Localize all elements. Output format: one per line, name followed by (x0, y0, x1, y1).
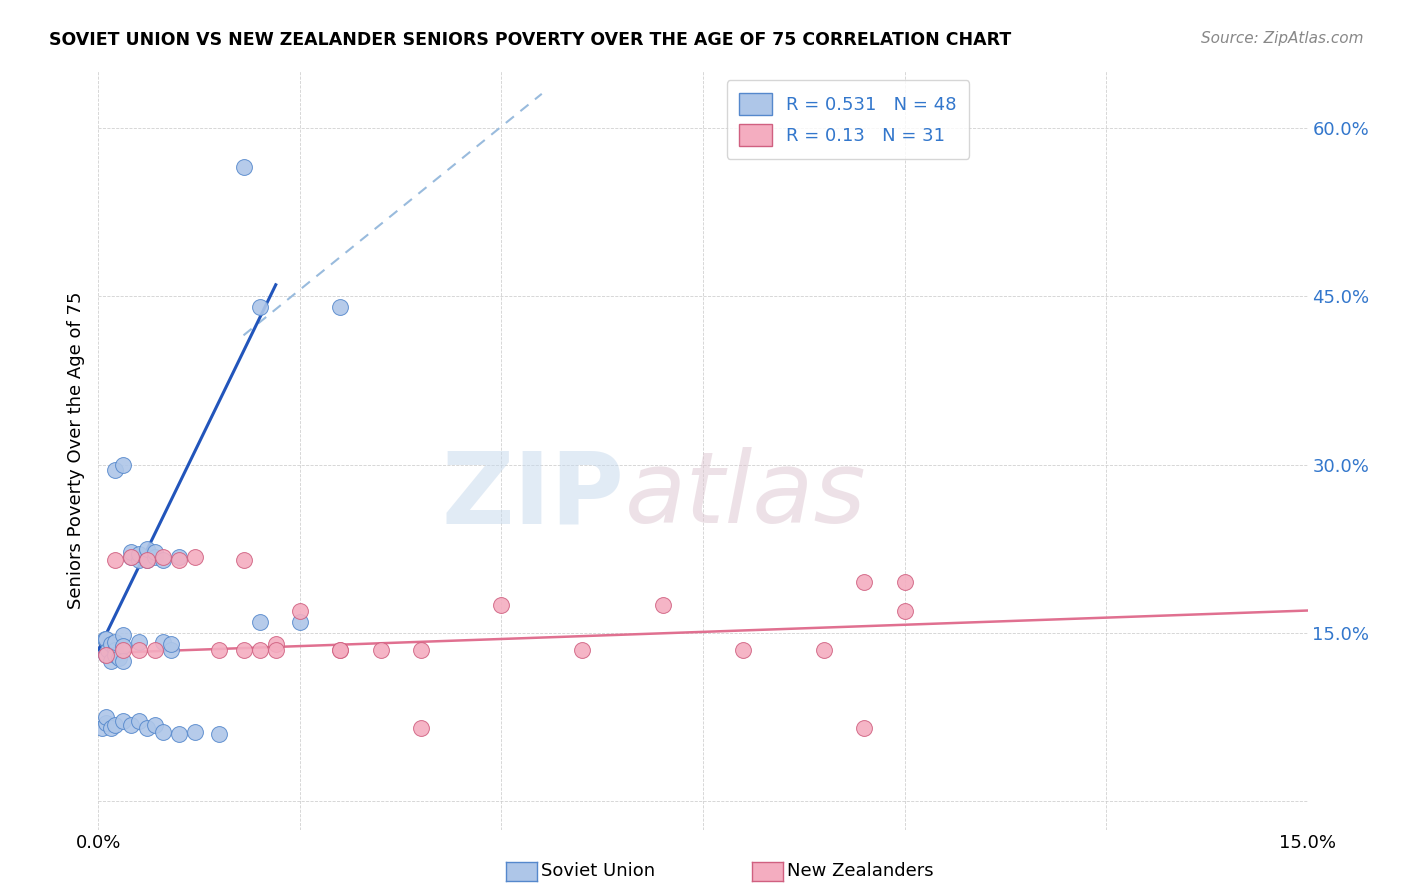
Point (111, 640, 134, 654)
Legend: R = 0.531   N = 48, R = 0.13   N = 31: R = 0.531 N = 48, R = 0.13 N = 31 (727, 80, 970, 159)
Point (208, 727, 231, 741)
Point (97, 643, 120, 657)
Point (128, 547, 150, 561)
Point (135, 722, 157, 736)
Point (329, 643, 352, 657)
Point (249, 615, 271, 629)
Point (208, 643, 231, 657)
Point (409, 643, 432, 657)
Point (96, 632, 118, 646)
Point (143, 549, 166, 564)
Point (143, 643, 166, 657)
Point (733, 643, 755, 657)
Point (91, 722, 114, 736)
Point (120, 549, 142, 564)
Text: ZIP: ZIP (441, 448, 624, 544)
Point (128, 643, 150, 657)
Point (96, 710, 118, 724)
Point (853, 575, 876, 590)
Point (813, 643, 835, 657)
Point (143, 545, 166, 559)
Point (111, 628, 134, 642)
Point (288, 603, 311, 617)
Point (249, 643, 271, 657)
Y-axis label: Seniors Poverty Over the Age of 75: Seniors Poverty Over the Age of 75 (66, 292, 84, 609)
Point (160, 643, 183, 657)
Point (651, 598, 673, 612)
Point (135, 541, 157, 556)
Point (232, 160, 254, 174)
Point (167, 553, 190, 567)
Point (103, 643, 125, 657)
Point (103, 718, 125, 732)
Point (120, 545, 142, 559)
Text: atlas: atlas (624, 448, 866, 544)
Point (94, 632, 117, 646)
Point (152, 553, 174, 567)
Point (232, 643, 254, 657)
Point (111, 458, 134, 472)
Point (111, 654, 134, 668)
Point (167, 727, 190, 741)
Point (111, 643, 134, 657)
Point (128, 635, 150, 649)
Text: Soviet Union: Soviet Union (541, 863, 655, 880)
Point (167, 549, 190, 564)
Point (264, 643, 287, 657)
Point (111, 714, 134, 728)
Point (96, 715, 118, 730)
Point (128, 714, 150, 728)
Point (152, 635, 174, 649)
Point (100, 654, 122, 668)
Point (103, 553, 125, 567)
Point (120, 549, 142, 564)
Point (103, 648, 125, 663)
Point (571, 643, 593, 657)
Point (135, 553, 157, 567)
Point (409, 722, 432, 736)
Point (103, 635, 125, 649)
Point (152, 549, 174, 564)
Point (288, 615, 311, 629)
Point (893, 603, 915, 617)
Point (100, 722, 122, 736)
Point (184, 549, 207, 564)
Point (96, 648, 118, 663)
Point (232, 553, 254, 567)
Text: SOVIET UNION VS NEW ZEALANDER SENIORS POVERTY OVER THE AGE OF 75 CORRELATION CHA: SOVIET UNION VS NEW ZEALANDER SENIORS PO… (49, 31, 1011, 49)
Point (135, 553, 157, 567)
Point (329, 643, 352, 657)
Point (143, 718, 166, 732)
Point (853, 722, 876, 736)
Point (249, 300, 271, 314)
Text: Source: ZipAtlas.com: Source: ZipAtlas.com (1201, 31, 1364, 46)
Text: New Zealanders: New Zealanders (787, 863, 934, 880)
Point (128, 553, 150, 567)
Point (329, 300, 352, 314)
Point (370, 643, 392, 657)
Point (103, 463, 125, 477)
Point (491, 598, 513, 612)
Point (893, 575, 915, 590)
Point (184, 724, 207, 739)
Point (96, 648, 118, 663)
Point (264, 637, 287, 651)
Point (152, 724, 174, 739)
Point (160, 637, 183, 651)
Point (107, 650, 129, 665)
Point (100, 637, 122, 651)
Point (120, 718, 142, 732)
